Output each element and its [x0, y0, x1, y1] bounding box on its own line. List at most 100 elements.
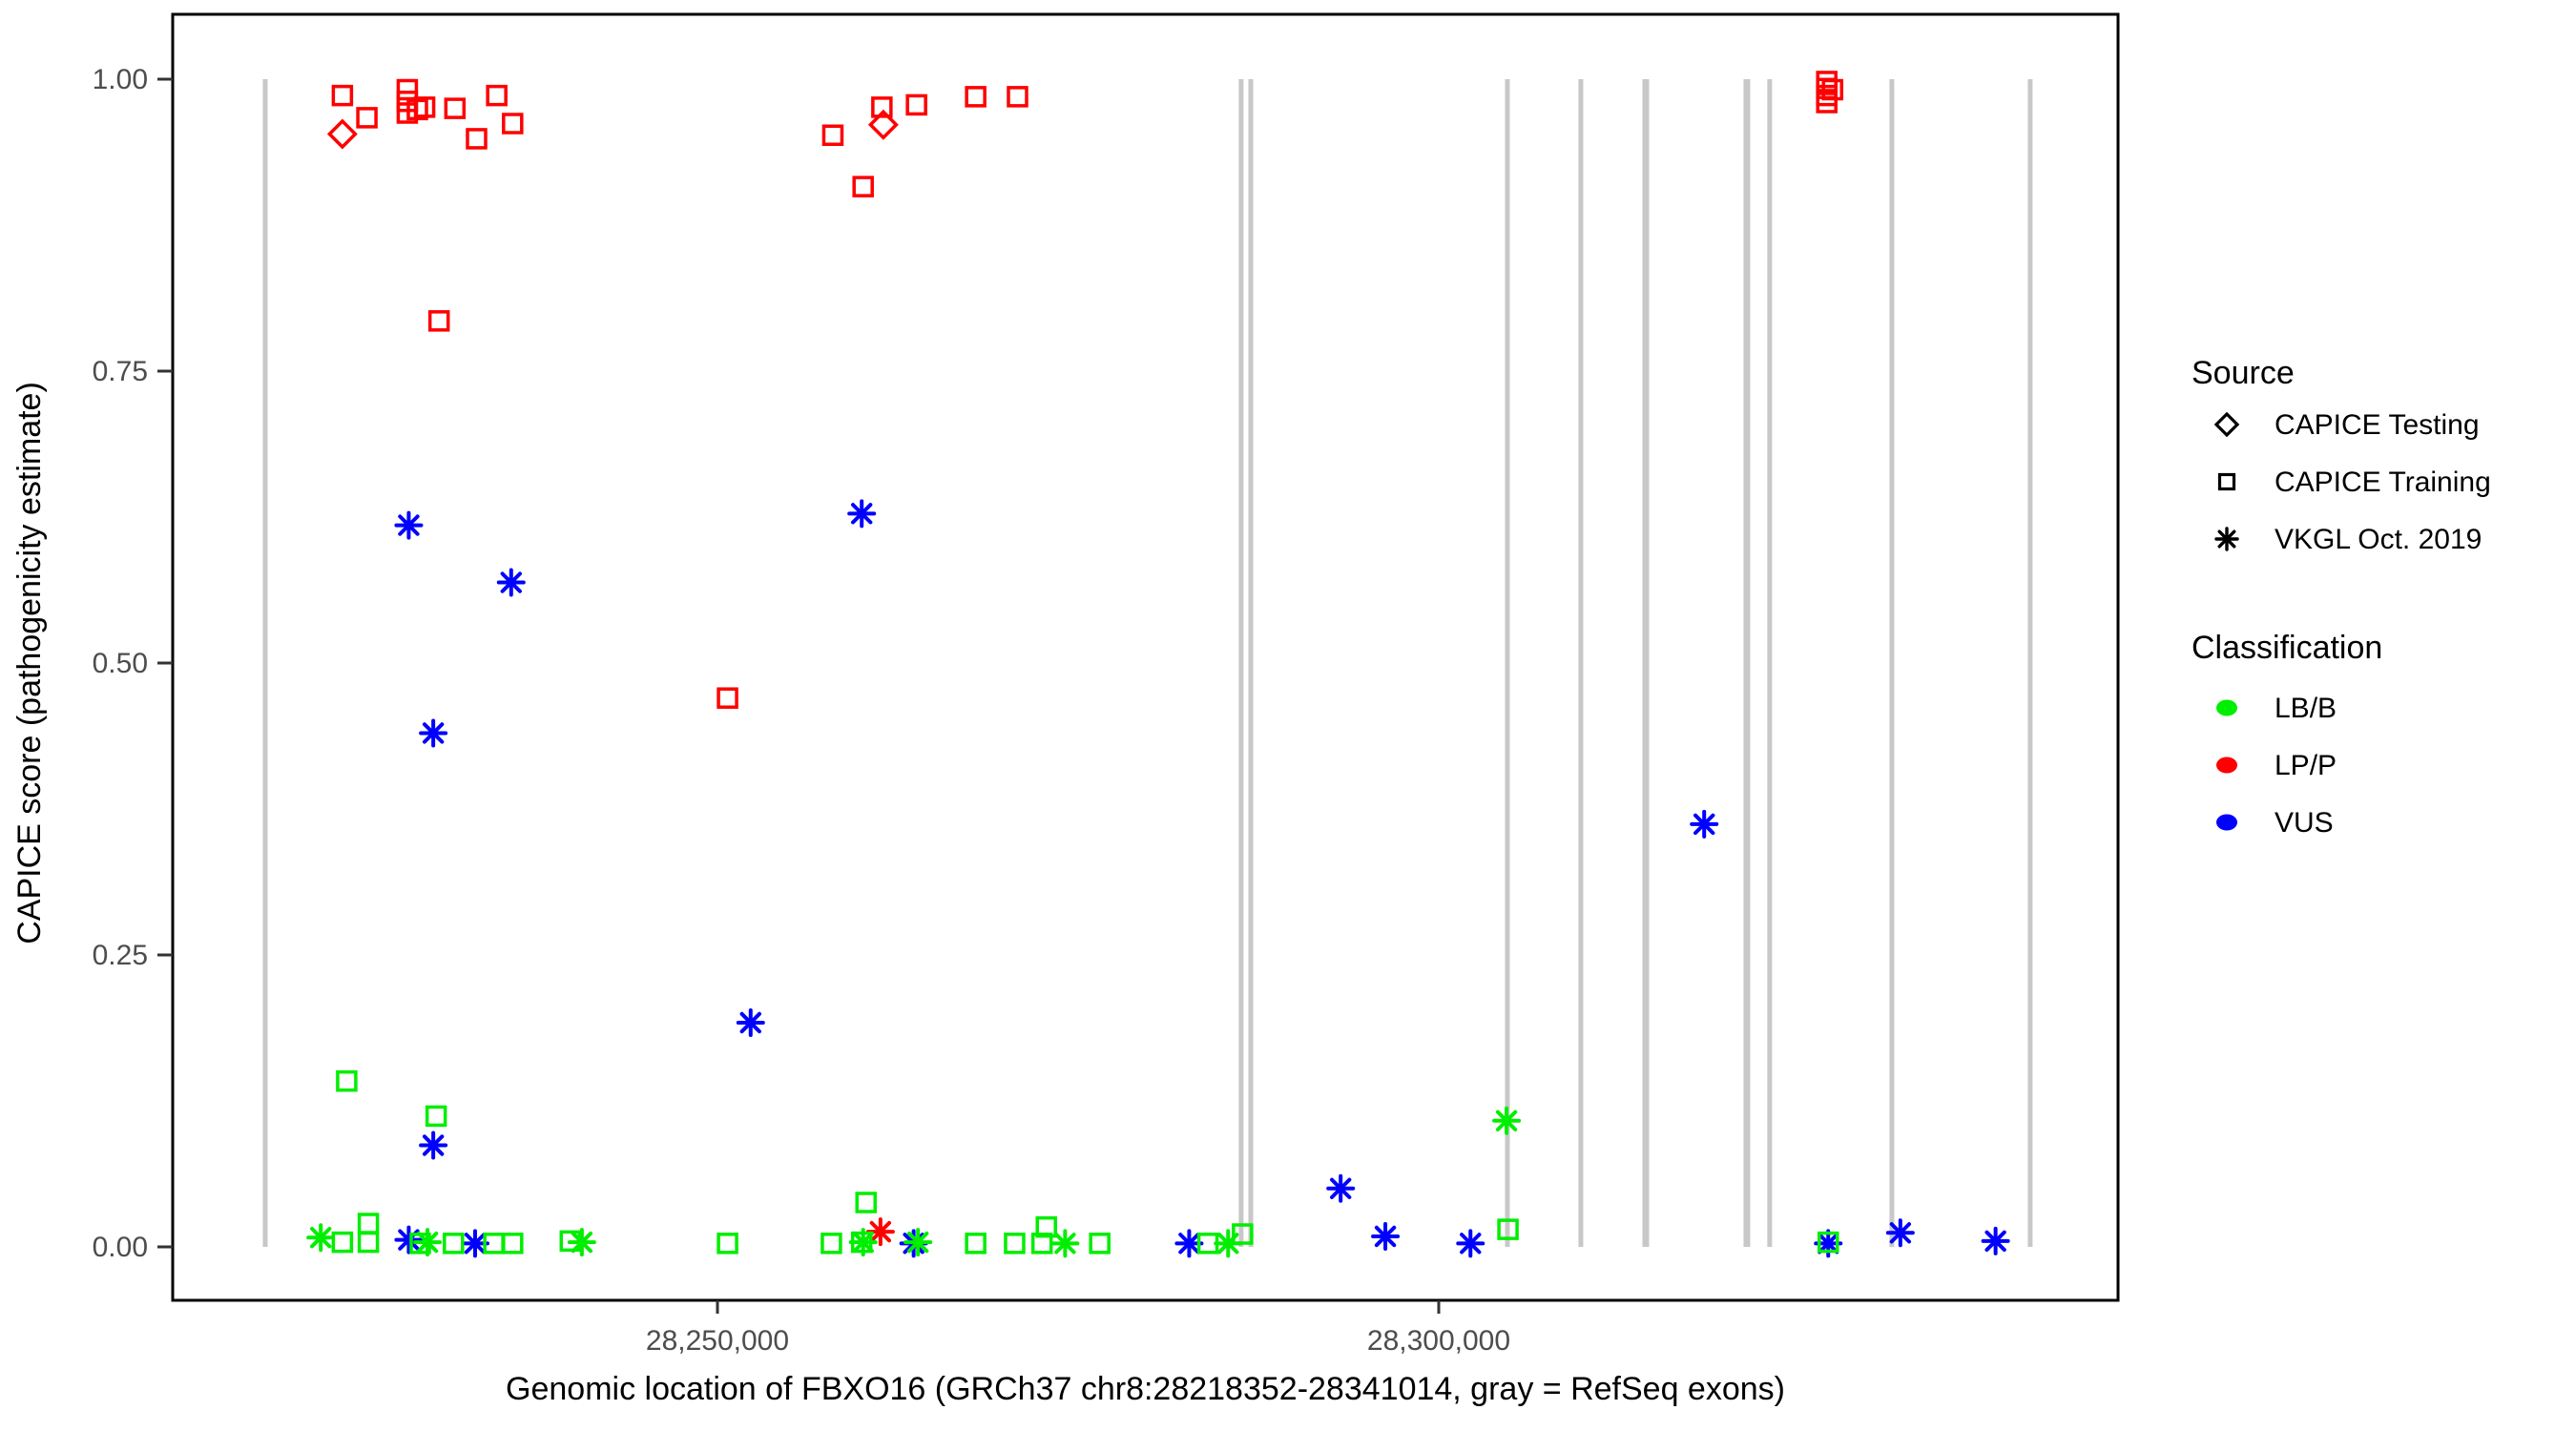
asterisk-arm — [1693, 813, 1715, 836]
x-tick-label: 28,250,000 — [646, 1325, 789, 1357]
data-point-asterisk — [413, 1228, 443, 1257]
asterisk-arm — [310, 1227, 332, 1249]
y-tick-label: 0.00 — [93, 1232, 148, 1263]
asterisk-arm — [1374, 1225, 1397, 1248]
data-point-square — [965, 86, 987, 108]
data-point-square — [427, 310, 450, 332]
data-point-asterisk — [1885, 1218, 1915, 1248]
data-point-asterisk — [736, 1007, 765, 1037]
y-axis-title: CAPICE score (pathogenicity estimate) — [11, 382, 48, 944]
asterisk-arm — [851, 503, 873, 525]
asterisk-arm — [869, 1220, 892, 1243]
data-point-square — [502, 1233, 524, 1255]
asterisk-arm — [571, 1231, 593, 1254]
asterisk-arm — [1054, 1233, 1076, 1255]
data-point-square — [336, 1069, 358, 1092]
legend-color-dot — [2216, 814, 2237, 831]
data-point-asterisk — [419, 718, 448, 748]
asterisk-arm — [852, 1231, 874, 1254]
data-point-asterisk — [1690, 809, 1719, 839]
refseq-exon-line — [1642, 79, 1650, 1247]
data-point-square — [406, 98, 428, 121]
legend-source-title: Source — [2192, 355, 2295, 391]
data-point-square — [425, 1105, 447, 1128]
data-point-asterisk — [567, 1228, 596, 1257]
legend-square-icon — [2217, 472, 2236, 491]
asterisk-arm — [2217, 529, 2236, 549]
legend-source-item-label: VKGL Oct. 2019 — [2275, 524, 2482, 555]
data-point-square — [1089, 1233, 1111, 1255]
refseq-exon-line — [1505, 79, 1510, 1247]
asterisk-arm — [422, 1134, 445, 1156]
data-point-asterisk — [496, 568, 526, 597]
asterisk-arm — [1889, 1222, 1912, 1244]
data-point-square — [1821, 78, 1844, 101]
data-point-asterisk — [394, 1225, 424, 1255]
y-tick-label: 1.00 — [93, 64, 148, 95]
data-point-asterisk — [1492, 1106, 1522, 1135]
data-point-asterisk — [1981, 1226, 2010, 1255]
asterisk-arm — [906, 1231, 929, 1254]
legend-classification-title: Classification — [2192, 630, 2382, 666]
legend-classification-item-label: LP/P — [2275, 750, 2337, 781]
data-point-square — [821, 1233, 842, 1255]
asterisk-arm — [739, 1011, 761, 1034]
x-tick-label: 28,300,000 — [1367, 1325, 1510, 1357]
data-point-asterisk — [1371, 1221, 1401, 1251]
asterisk-arm — [500, 571, 522, 593]
refseq-exon-line — [1238, 79, 1244, 1247]
data-point-square — [502, 113, 524, 135]
data-point-square — [413, 96, 436, 118]
legend-source-item-label: CAPICE Testing — [2275, 409, 2480, 441]
legend-classification-item-label: LB/B — [2275, 693, 2337, 724]
data-point-square — [1816, 92, 1838, 114]
refseq-exon-line — [1767, 79, 1773, 1247]
data-point-asterisk — [847, 499, 877, 529]
legend-color-dot — [2216, 757, 2237, 774]
data-point-square — [852, 176, 874, 197]
refseq-exon-line — [1743, 79, 1751, 1247]
asterisk-arm — [1460, 1233, 1482, 1255]
data-point-square — [871, 96, 893, 118]
data-point-diamond — [867, 109, 899, 140]
data-point-square — [717, 687, 738, 709]
data-point-square — [1497, 1218, 1519, 1240]
data-point-asterisk — [419, 1130, 448, 1160]
data-point-asterisk — [2214, 527, 2239, 551]
asterisk-arm — [464, 1233, 487, 1255]
data-point-diamond — [326, 118, 358, 150]
asterisk-arm — [1178, 1233, 1200, 1255]
legend-color-dot — [2216, 699, 2237, 716]
data-point-square — [965, 1233, 987, 1255]
asterisk-arm — [1329, 1177, 1352, 1199]
data-point-square — [855, 1192, 877, 1213]
data-point-square — [356, 107, 378, 129]
data-point-asterisk — [904, 1228, 933, 1257]
asterisk-arm — [1217, 1233, 1239, 1255]
data-point-asterisk — [1326, 1173, 1356, 1203]
y-tick-label: 0.25 — [93, 940, 148, 971]
refseq-exon-line — [1578, 79, 1584, 1247]
data-point-asterisk — [306, 1223, 336, 1253]
data-point-asterisk — [848, 1228, 878, 1257]
data-point-square — [396, 78, 419, 101]
asterisk-arm — [398, 514, 420, 536]
legend-diamond-icon — [2213, 411, 2240, 438]
y-tick-label: 0.75 — [93, 356, 148, 387]
data-point-square — [486, 84, 508, 107]
refseq-exon-line — [2027, 79, 2033, 1247]
data-point-square — [466, 128, 488, 150]
data-point-asterisk — [1214, 1229, 1243, 1258]
data-point-square — [1035, 1215, 1057, 1238]
data-point-square — [1007, 86, 1028, 108]
refseq-exon-line — [1248, 79, 1254, 1247]
data-point-square — [717, 1233, 738, 1255]
refseq-exon-line — [262, 79, 268, 1247]
panel-border — [171, 12, 2120, 1302]
refseq-exon-line — [1889, 79, 1895, 1247]
legend-classification-item-label: VUS — [2275, 807, 2334, 839]
data-point-square — [357, 1231, 380, 1254]
legend-source-item-label: CAPICE Training — [2275, 467, 2491, 498]
